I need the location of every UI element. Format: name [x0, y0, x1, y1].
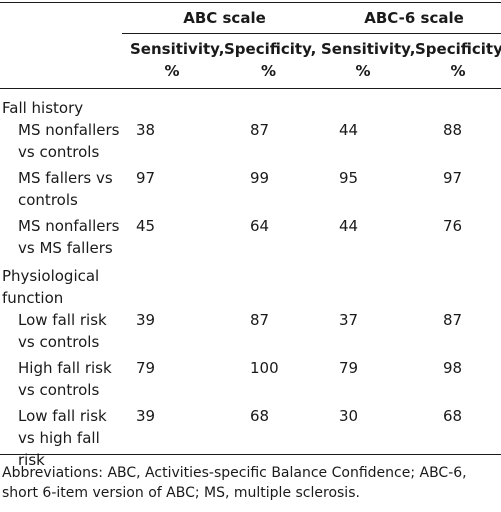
cell-value: 97 [443, 169, 463, 187]
cell-value: 87 [250, 311, 270, 329]
cell-value: 68 [443, 407, 463, 425]
footnote-block: Abbreviations: ABC, Activities-specific … [0, 454, 501, 503]
cell-value: 99 [250, 169, 270, 187]
stub-header [0, 2, 122, 34]
cell-value: 39 [136, 311, 156, 329]
cell-value: 45 [136, 217, 156, 235]
cell-value: 37 [339, 311, 359, 329]
cell-value: 97 [136, 169, 156, 187]
cell-value: 44 [339, 121, 359, 139]
row-label: MS fallers vs controls [18, 169, 113, 209]
row-label: MS nonfallers vs MS fallers [18, 217, 120, 257]
cell-value: 79 [339, 359, 359, 377]
group-header-row: ABC scale ABC-6 scale [0, 2, 501, 34]
table-row: MS nonfallers vs controls 38 87 44 88 [0, 119, 501, 167]
cell-value: 76 [443, 217, 463, 235]
cell-value: 95 [339, 169, 359, 187]
table-row: Low fall risk vs high fall risk 39 68 30 68 [0, 405, 501, 475]
row-label: Low fall risk vs controls [18, 311, 107, 351]
table-row: MS nonfallers vs MS fallers 45 64 44 76 [0, 215, 501, 263]
cell-value: 79 [136, 359, 156, 377]
col-header-abc-specificity: Specificity, % [224, 40, 317, 80]
cell-value: 68 [250, 407, 270, 425]
cell-value: 39 [136, 407, 156, 425]
section-row: Fall history [0, 89, 501, 119]
section-title: Fall history [2, 99, 84, 117]
table-body: Fall history MS nonfallers vs controls 38 8… [0, 89, 501, 475]
subheader-row: Sensitivity, % Specificity, % Sensitivit… [0, 34, 501, 89]
row-label: MS nonfallers vs controls [18, 121, 120, 161]
cell-value: 88 [443, 121, 463, 139]
section-title: Physiological function [2, 267, 100, 307]
cell-value: 64 [250, 217, 270, 235]
table-row: MS fallers vs controls 97 99 95 97 [0, 167, 501, 215]
table-row: High fall risk vs controls 79 100 79 98 [0, 357, 501, 405]
cell-value: 87 [250, 121, 270, 139]
footnote: Abbreviations: ABC, Activities-specific … [2, 465, 467, 501]
group-header-abc6: ABC-6 scale [313, 2, 501, 34]
cell-value: 30 [339, 407, 359, 425]
row-label: Low fall risk vs high fall risk [18, 407, 107, 469]
col-header-abc6-specificity: Specificity, % [415, 40, 501, 80]
cell-value: 87 [443, 311, 463, 329]
cell-value: 38 [136, 121, 156, 139]
row-label: High fall risk vs controls [18, 359, 112, 399]
col-header-abc6-sensitivity: Sensitivity, % [321, 40, 416, 80]
cell-value: 98 [443, 359, 463, 377]
cell-value: 100 [250, 359, 279, 377]
table-row: Low fall risk vs controls 39 87 37 87 [0, 309, 501, 357]
results-table: ABC scale ABC-6 scale Sensitivity, % Spec… [0, 2, 501, 475]
section-row: Physiological function [0, 263, 501, 309]
group-header-abc: ABC scale [122, 2, 313, 34]
cell-value: 44 [339, 217, 359, 235]
col-header-abc-sensitivity: Sensitivity, % [130, 40, 225, 80]
